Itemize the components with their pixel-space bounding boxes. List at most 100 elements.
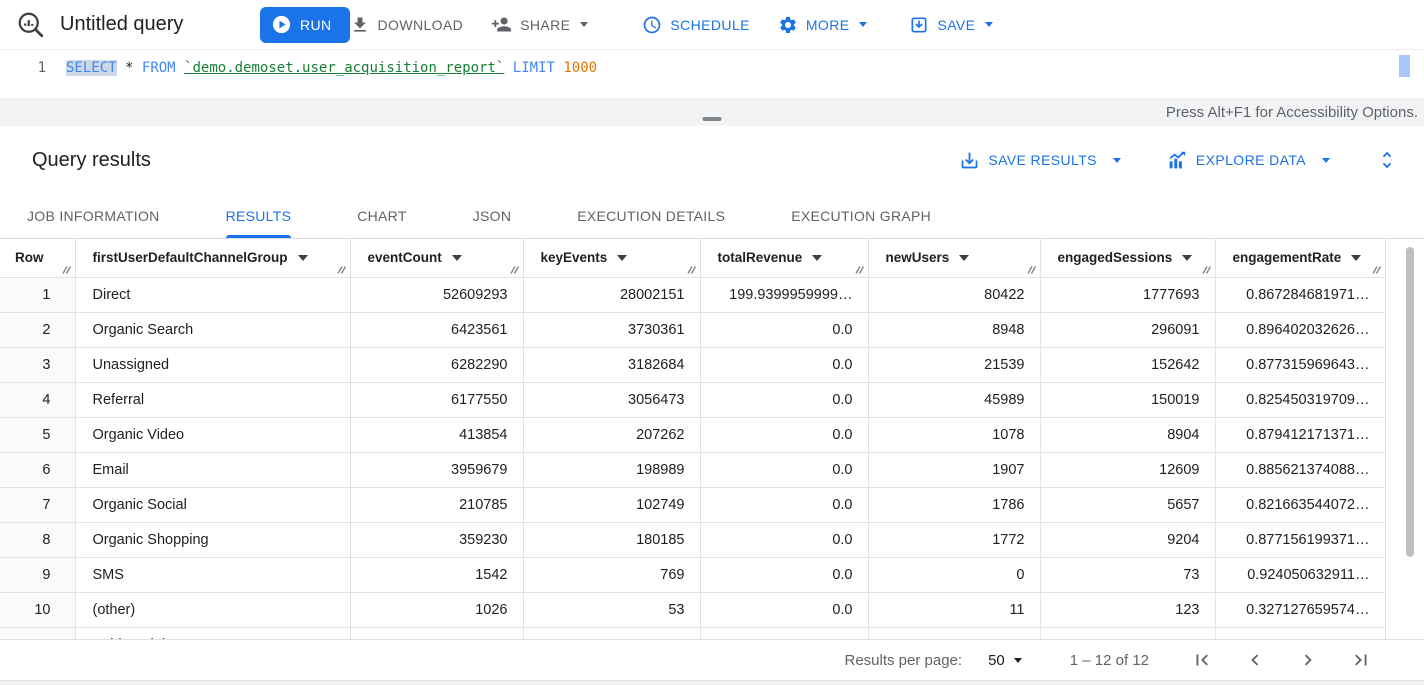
expand-panel-button[interactable]	[1376, 149, 1398, 171]
tab-execution-details[interactable]: EXECUTION DETAILS	[577, 208, 726, 224]
share-button[interactable]: SHARE	[491, 14, 589, 35]
column-resize-handle[interactable]	[1201, 264, 1213, 275]
panel-resize-handle[interactable]	[702, 117, 722, 121]
unfold-icon	[1382, 151, 1392, 169]
cell: Unassigned	[75, 347, 351, 383]
row-number-cell: 11	[0, 627, 76, 639]
column-menu-icon[interactable]	[1351, 254, 1362, 261]
cell: 8904	[1040, 417, 1216, 453]
tabs: JOB INFORMATION RESULTS CHART JSON EXECUTION…	[0, 194, 1424, 239]
more-button[interactable]: MORE	[778, 15, 868, 35]
column-resize-handle[interactable]	[61, 264, 73, 275]
cell: SMS	[75, 557, 351, 593]
cell: 0	[868, 557, 1041, 593]
download-button[interactable]: DOWNLOAD	[350, 15, 464, 35]
sql-editor[interactable]: 1 SELECT * FROM `demo.demoset.user_acqui…	[0, 50, 1424, 98]
last-page-button[interactable]	[1350, 649, 1372, 671]
sql-token: `demo.demoset.user_acquisition_report`	[184, 60, 505, 76]
cell: 4	[1040, 627, 1216, 639]
column-menu-icon[interactable]	[451, 254, 462, 261]
column-menu-icon[interactable]	[812, 254, 823, 261]
run-button-label: RUN	[300, 16, 332, 33]
sql-token	[504, 60, 512, 76]
cell: 73	[1040, 557, 1216, 593]
column-resize-handle[interactable]	[854, 264, 866, 275]
row-number-cell: 3	[0, 347, 76, 383]
table-row: 8 Organic Shopping 359230 180185 0.0 1772 9204…	[0, 522, 1386, 558]
column-header-Row[interactable]: Row	[0, 239, 76, 278]
cell: 180185	[523, 522, 701, 558]
cell: 1.0	[1215, 627, 1386, 639]
column-header-totalRevenue[interactable]: totalRevenue	[700, 239, 869, 278]
tab-chart[interactable]: CHART	[357, 208, 407, 224]
cell: 0.877156199371…	[1215, 522, 1386, 558]
cell: 3959679	[350, 452, 524, 488]
cell: 0.867284681971…	[1215, 277, 1386, 313]
column-header-eventCount[interactable]: eventCount	[350, 239, 524, 278]
horizontal-scrollbar-track[interactable]	[0, 680, 1424, 685]
explore-data-button[interactable]: EXPLORE DATA	[1167, 150, 1330, 171]
chevron-down-icon	[1322, 157, 1330, 163]
table-row: 4 Referral 6177550 3056473 0.0 45989 150019 0.8…	[0, 382, 1386, 418]
tab-execution-graph[interactable]: EXECUTION GRAPH	[791, 208, 932, 224]
table-header-row: Row firstUserDefaultChannelGroup eventCoun…	[0, 239, 1386, 278]
cell: 6177550	[350, 382, 524, 418]
editor-scrollbar[interactable]	[1399, 55, 1410, 77]
tab-job-information[interactable]: JOB INFORMATION	[27, 208, 160, 224]
column-resize-handle[interactable]	[1026, 264, 1038, 275]
column-resize-handle[interactable]	[509, 264, 521, 275]
schedule-button[interactable]: SCHEDULE	[642, 15, 749, 35]
column-menu-icon[interactable]	[959, 254, 970, 261]
column-label: firstUserDefaultChannelGroup	[92, 250, 288, 266]
sql-token: *	[125, 60, 134, 76]
column-resize-handle[interactable]	[1371, 264, 1383, 275]
previous-page-button[interactable]	[1244, 649, 1266, 671]
tab-json[interactable]: JSON	[472, 208, 512, 224]
query-title: Untitled query	[60, 13, 184, 35]
cell: 0.896402032626…	[1215, 312, 1386, 348]
column-label: Row	[15, 250, 44, 266]
column-header-engagementRate[interactable]: engagementRate	[1215, 239, 1386, 278]
cell: 80422	[868, 277, 1041, 313]
cell: 494	[523, 627, 701, 639]
clock-icon	[644, 16, 661, 33]
run-button[interactable]: RUN	[260, 6, 350, 43]
cell: Organic Shopping	[75, 522, 351, 558]
column-resize-handle[interactable]	[686, 264, 698, 275]
first-page-button[interactable]	[1191, 649, 1213, 671]
cell: 0	[868, 627, 1041, 639]
cell: 1542	[350, 557, 524, 593]
column-menu-icon[interactable]	[1182, 254, 1193, 261]
column-menu-icon[interactable]	[297, 254, 308, 261]
page-size-select[interactable]: 50	[988, 652, 1022, 669]
save-results-button[interactable]: SAVE RESULTS	[959, 150, 1121, 171]
chevron-down-icon	[985, 22, 994, 27]
cell: 1078	[868, 417, 1041, 453]
column-header-firstUserDefaultChannelGroup[interactable]: firstUserDefaultChannelGroup	[75, 239, 351, 278]
cell: 12609	[1040, 452, 1216, 488]
chart-icon	[1169, 151, 1186, 168]
column-menu-icon[interactable]	[617, 254, 628, 261]
row-number-cell: 2	[0, 312, 76, 348]
column-header-engagedSessions[interactable]: engagedSessions	[1040, 239, 1216, 278]
table-row: 9 SMS 1542 769 0.0 0 73 0.924050632911…	[0, 557, 1386, 593]
save-button[interactable]: SAVE	[909, 15, 994, 35]
tab-results[interactable]: RESULTS	[225, 194, 292, 238]
cell: 1907	[868, 452, 1041, 488]
column-header-keyEvents[interactable]: keyEvents	[523, 239, 701, 278]
column-label: engagedSessions	[1057, 250, 1173, 266]
next-page-button[interactable]	[1297, 649, 1319, 671]
column-resize-handle[interactable]	[336, 264, 348, 275]
table-row: 1 Direct 52609293 28002151 199.9399959999… 80…	[0, 277, 1386, 313]
table-vertical-scrollbar[interactable]	[1406, 247, 1414, 557]
chevron-left-icon	[1251, 654, 1259, 666]
table-row: 6 Email 3959679 198989 0.0 1907 12609 0.8856213…	[0, 452, 1386, 488]
column-header-newUsers[interactable]: newUsers	[868, 239, 1041, 278]
cell: 0.0	[700, 522, 869, 558]
cell: 198989	[523, 452, 701, 488]
page-size-value: 50	[988, 651, 1005, 669]
cell: 296091	[1040, 312, 1216, 348]
cell: 28002151	[523, 277, 701, 313]
cell: 1026	[350, 592, 524, 628]
table-row: 7 Organic Social 210785 102749 0.0 1786 5657 0.…	[0, 487, 1386, 523]
